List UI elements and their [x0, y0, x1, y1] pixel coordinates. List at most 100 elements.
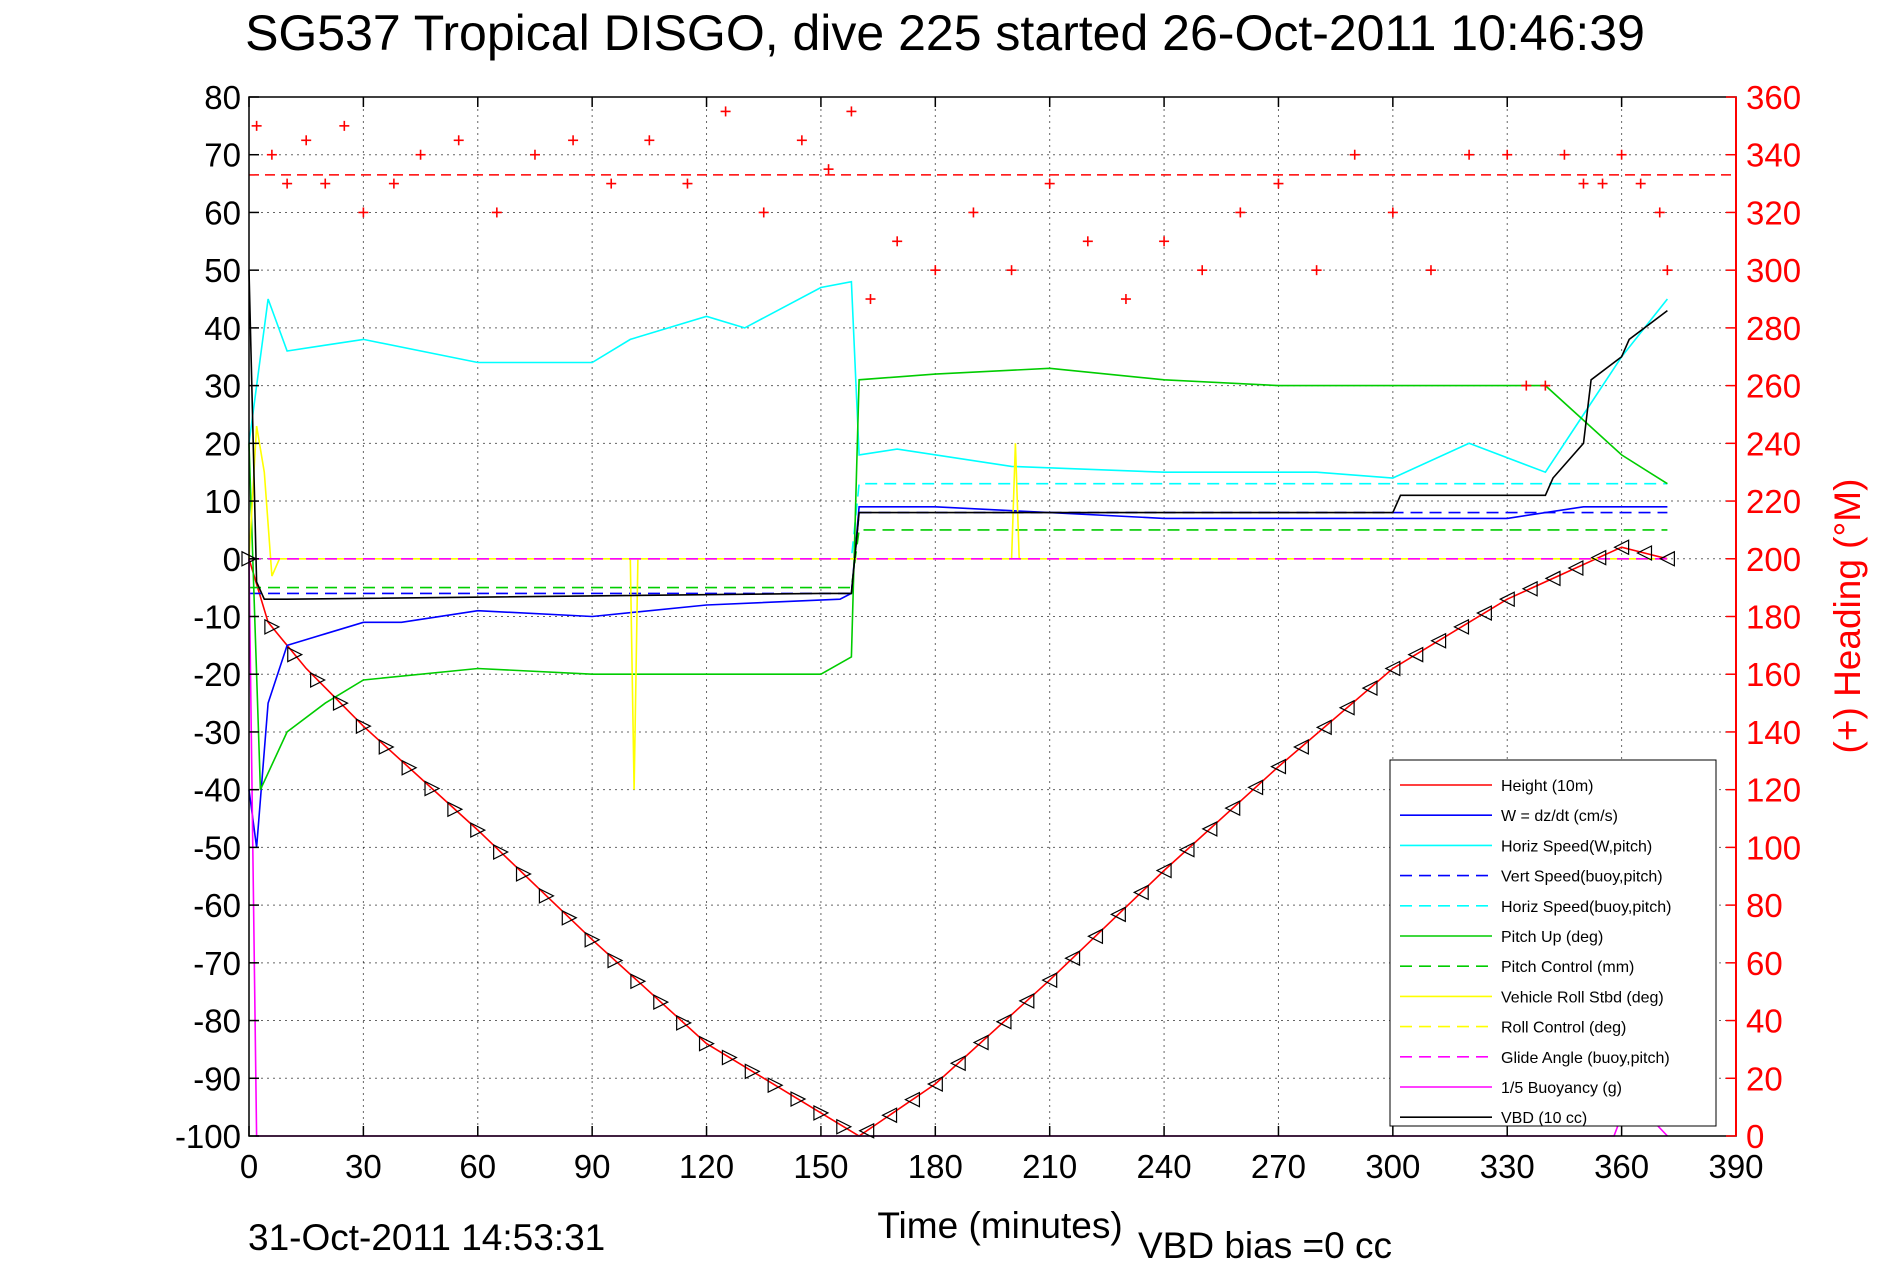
x-tick-label: 180 — [908, 1148, 963, 1185]
heading-point — [1120, 294, 1131, 305]
heading-point — [796, 135, 807, 146]
height-marker — [1659, 550, 1675, 567]
height-marker — [1521, 580, 1538, 597]
legend-label: Horiz Speed(buoy,pitch) — [1501, 899, 1671, 916]
height-marker — [653, 994, 670, 1011]
heading-point — [644, 135, 655, 146]
heading-point — [1311, 265, 1322, 276]
height-marker — [447, 801, 464, 818]
y-axis-label-right: (+) Heading (°M) — [1827, 479, 1868, 754]
height-marker — [264, 618, 281, 635]
height-marker — [1636, 545, 1653, 561]
legend-label: Pitch Control (mm) — [1501, 959, 1634, 976]
heading-point — [968, 207, 979, 218]
heading-point — [358, 207, 369, 218]
y-right-tick-label: 0 — [1746, 1118, 1764, 1155]
heading-point — [1349, 149, 1360, 160]
height-marker — [858, 1122, 875, 1139]
height-marker — [1544, 570, 1561, 587]
height-marker — [1498, 591, 1515, 608]
height-marker — [1087, 928, 1104, 945]
axis-ticks: 0 30 60 90 120 150 180 210 240 270 300 330 360 390807… — [175, 79, 1801, 1185]
height-marker — [767, 1077, 784, 1094]
y-right-tick-label: 340 — [1746, 137, 1801, 174]
height-marker — [721, 1049, 738, 1066]
heading-point — [682, 178, 693, 189]
height-marker — [1132, 884, 1149, 901]
x-tick-label: 210 — [1022, 1148, 1077, 1185]
y-left-tick-label: -90 — [193, 1060, 241, 1097]
heading-point — [415, 149, 426, 160]
heading-point — [1273, 178, 1284, 189]
heading-point — [1235, 207, 1246, 218]
x-tick-label: 30 — [345, 1148, 382, 1185]
x-tick-label: 270 — [1251, 1148, 1306, 1185]
y-right-tick-label: 20 — [1746, 1060, 1783, 1097]
y-right-tick-label: 100 — [1746, 829, 1801, 866]
series-line — [248, 425, 1668, 790]
x-axis-label: Time (minutes) — [877, 1205, 1122, 1246]
heading-point — [1006, 265, 1017, 276]
height-marker — [607, 952, 624, 969]
height-marker — [1155, 862, 1172, 879]
heading-point — [1464, 149, 1475, 160]
heading-point — [865, 294, 876, 305]
height-marker — [1178, 841, 1195, 858]
y-right-tick-label: 280 — [1746, 310, 1801, 347]
heading-point — [758, 207, 769, 218]
heading-point — [339, 120, 350, 131]
height-marker — [1453, 618, 1470, 635]
heading-point — [1425, 265, 1436, 276]
heading-point — [282, 178, 293, 189]
height-marker — [995, 1013, 1012, 1030]
height-marker — [1018, 992, 1035, 1009]
legend-label: W = dz/dt (cm/s) — [1501, 808, 1618, 825]
heading-point — [1197, 265, 1208, 276]
heading-point — [892, 236, 903, 247]
y-left-tick-label: 20 — [204, 425, 241, 462]
y-left-tick-label: -80 — [193, 1003, 241, 1040]
y-left-tick-label: -10 — [193, 599, 241, 636]
height-marker — [744, 1063, 761, 1080]
legend-label: Height (10m) — [1501, 778, 1593, 795]
height-marker — [332, 695, 349, 712]
height-marker — [1613, 539, 1630, 556]
y-right-tick-label: 240 — [1746, 425, 1801, 462]
heading-point — [529, 149, 540, 160]
legend-box — [1389, 759, 1717, 1127]
y-right-tick-label: 40 — [1746, 1003, 1783, 1040]
height-marker — [470, 822, 487, 839]
legend-label: 1/5 Buoyancy (g) — [1501, 1080, 1622, 1097]
height-marker — [1315, 719, 1332, 736]
y-right-tick-label: 80 — [1746, 887, 1783, 924]
height-marker — [1590, 549, 1607, 566]
x-tick-label: 150 — [793, 1148, 848, 1185]
footer-date: 31-Oct-2011 14:53:31 — [248, 1217, 605, 1258]
heading-point — [1540, 380, 1551, 391]
y-right-tick-label: 320 — [1746, 194, 1801, 231]
heading-point — [1502, 149, 1513, 160]
heading-point — [1597, 178, 1608, 189]
y-right-tick-label: 220 — [1746, 483, 1801, 520]
footer-vbd-bias: VBD bias =0 cc — [1138, 1225, 1392, 1262]
heading-point — [453, 135, 464, 146]
series-line — [248, 505, 1668, 848]
heading-point — [1521, 380, 1532, 391]
x-tick-label: 90 — [574, 1148, 611, 1185]
legend-label: Vehicle Roll Stbd (deg) — [1501, 989, 1664, 1006]
legend-label: Glide Angle (buoy,pitch) — [1501, 1050, 1670, 1067]
y-right-tick-label: 200 — [1746, 541, 1801, 578]
chart-title: SG537 Tropical DISGO, dive 225 started 2… — [245, 5, 1645, 61]
y-left-tick-label: 50 — [204, 252, 241, 289]
x-tick-label: 390 — [1708, 1148, 1763, 1185]
heading-point — [1662, 265, 1673, 276]
heading-point — [606, 178, 617, 189]
height-marker — [1476, 605, 1492, 622]
y-left-tick-label: 10 — [204, 483, 241, 520]
height-marker — [676, 1014, 693, 1031]
height-marker — [1361, 680, 1378, 697]
height-marker — [1292, 738, 1309, 755]
y-left-tick-label: -100 — [175, 1118, 241, 1155]
heading-point — [1635, 178, 1646, 189]
